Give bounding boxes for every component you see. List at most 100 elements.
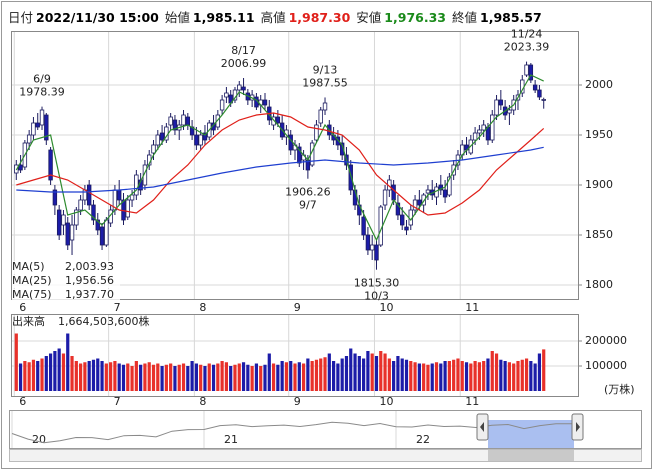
volume-bar (434, 362, 439, 391)
candle-body (438, 184, 443, 191)
volume-bar (301, 363, 306, 391)
legend-value: 1,937.70 (65, 288, 114, 301)
volume-bar (160, 366, 164, 391)
volume-bar (216, 363, 220, 391)
y-tick-label: 1850 (585, 228, 613, 241)
candle-body (532, 84, 538, 91)
x-tick-label: 11 (465, 395, 479, 408)
x-tick-label: 22 (416, 433, 430, 446)
candle-body (129, 194, 135, 201)
volume-bar (237, 363, 241, 391)
volume-bar (400, 358, 404, 391)
volume-bar (344, 356, 349, 391)
volume-bar (276, 364, 280, 391)
annotation-value: 1906.26 (285, 186, 331, 199)
header: 日付 2022/11/30 15:00 始値 1,985.11 高値 1,987.30 安値… (8, 10, 542, 25)
volume-bar (126, 363, 130, 391)
candle-body (481, 124, 486, 131)
volume-bar (83, 362, 87, 391)
candle-body (361, 216, 366, 236)
candle-body (95, 219, 100, 231)
moving-average-line (16, 112, 545, 216)
volume-bar (109, 362, 113, 391)
volume-bar (27, 362, 31, 391)
candle-body (86, 184, 92, 206)
volume-bar (40, 358, 44, 391)
volume-bar (267, 353, 271, 391)
volume-bar (250, 366, 254, 391)
volume-bar (379, 351, 383, 391)
candle-body (528, 64, 534, 81)
candle-body (507, 109, 512, 114)
volume-bar (70, 356, 74, 391)
annotation-value: 1987.55 (302, 76, 348, 89)
x-tick-label: 8 (199, 395, 206, 408)
volume-bar (121, 364, 126, 391)
candle-body (35, 122, 40, 128)
legend-name: MA(5) (12, 260, 45, 273)
y-tick-label: 200000 (585, 334, 627, 347)
annotation-date: 8/17 (231, 44, 256, 57)
volume-bar (443, 361, 447, 391)
candle-body (369, 244, 375, 251)
header-value: 2022/11/30 15:00 (36, 10, 159, 25)
candle-body (417, 199, 422, 206)
x-tick-label: 6 (19, 395, 26, 408)
volume-bar (353, 353, 357, 391)
volume-bar (220, 361, 224, 391)
volume-bar (130, 366, 134, 391)
volume-bar (332, 361, 336, 391)
volume-bar (512, 363, 516, 391)
volume-bar (53, 351, 57, 391)
candle-body (224, 92, 229, 98)
candle-body (314, 124, 319, 141)
scrollbar-thumb[interactable] (488, 450, 574, 461)
volume-bar (447, 361, 451, 391)
candle-body (288, 134, 293, 151)
volume-bar (113, 361, 117, 391)
x-tick-label: 10 (379, 395, 393, 408)
candle-body (275, 116, 281, 124)
volume-bar (44, 356, 48, 391)
volume-bar (392, 361, 396, 391)
x-tick-label: 10 (379, 301, 393, 314)
volume-bar (464, 362, 469, 391)
candle-body (99, 226, 105, 246)
candle-body (412, 199, 418, 211)
volume-bar (452, 359, 456, 391)
x-tick-label: 8 (199, 301, 206, 314)
annotation-date: 9/13 (313, 63, 338, 76)
volume-bar (473, 361, 477, 391)
header-label: 高値 (261, 10, 286, 25)
candle-body (524, 64, 529, 76)
volume-bar (229, 366, 233, 391)
volume-bar (520, 359, 524, 391)
volume-bar (297, 362, 301, 391)
scrollbar[interactable] (9, 449, 642, 462)
volume-bar (224, 362, 228, 391)
legend-bg (12, 275, 120, 288)
candle-body (472, 132, 478, 141)
annotation-date: 11/24 (511, 28, 543, 41)
candle-body (91, 204, 96, 221)
volume-bar (194, 363, 198, 391)
candle-body (39, 109, 45, 126)
candle-body (65, 222, 70, 246)
candle-body (104, 219, 109, 246)
volume-bar (263, 364, 267, 391)
candle-body (541, 99, 546, 101)
x-tick-label: 20 (32, 433, 46, 446)
volume-bar (151, 364, 156, 391)
candle-body (151, 144, 156, 154)
volume-bar (327, 353, 331, 391)
candle-body (404, 226, 409, 231)
candle-body (494, 99, 499, 116)
candle-body (215, 114, 221, 128)
header-label: 終値 (452, 10, 477, 25)
volume-bar (357, 356, 361, 391)
candle-body (335, 136, 341, 146)
volume-bar (516, 361, 520, 391)
volume-bar (169, 363, 173, 391)
volume-bar (507, 362, 512, 391)
